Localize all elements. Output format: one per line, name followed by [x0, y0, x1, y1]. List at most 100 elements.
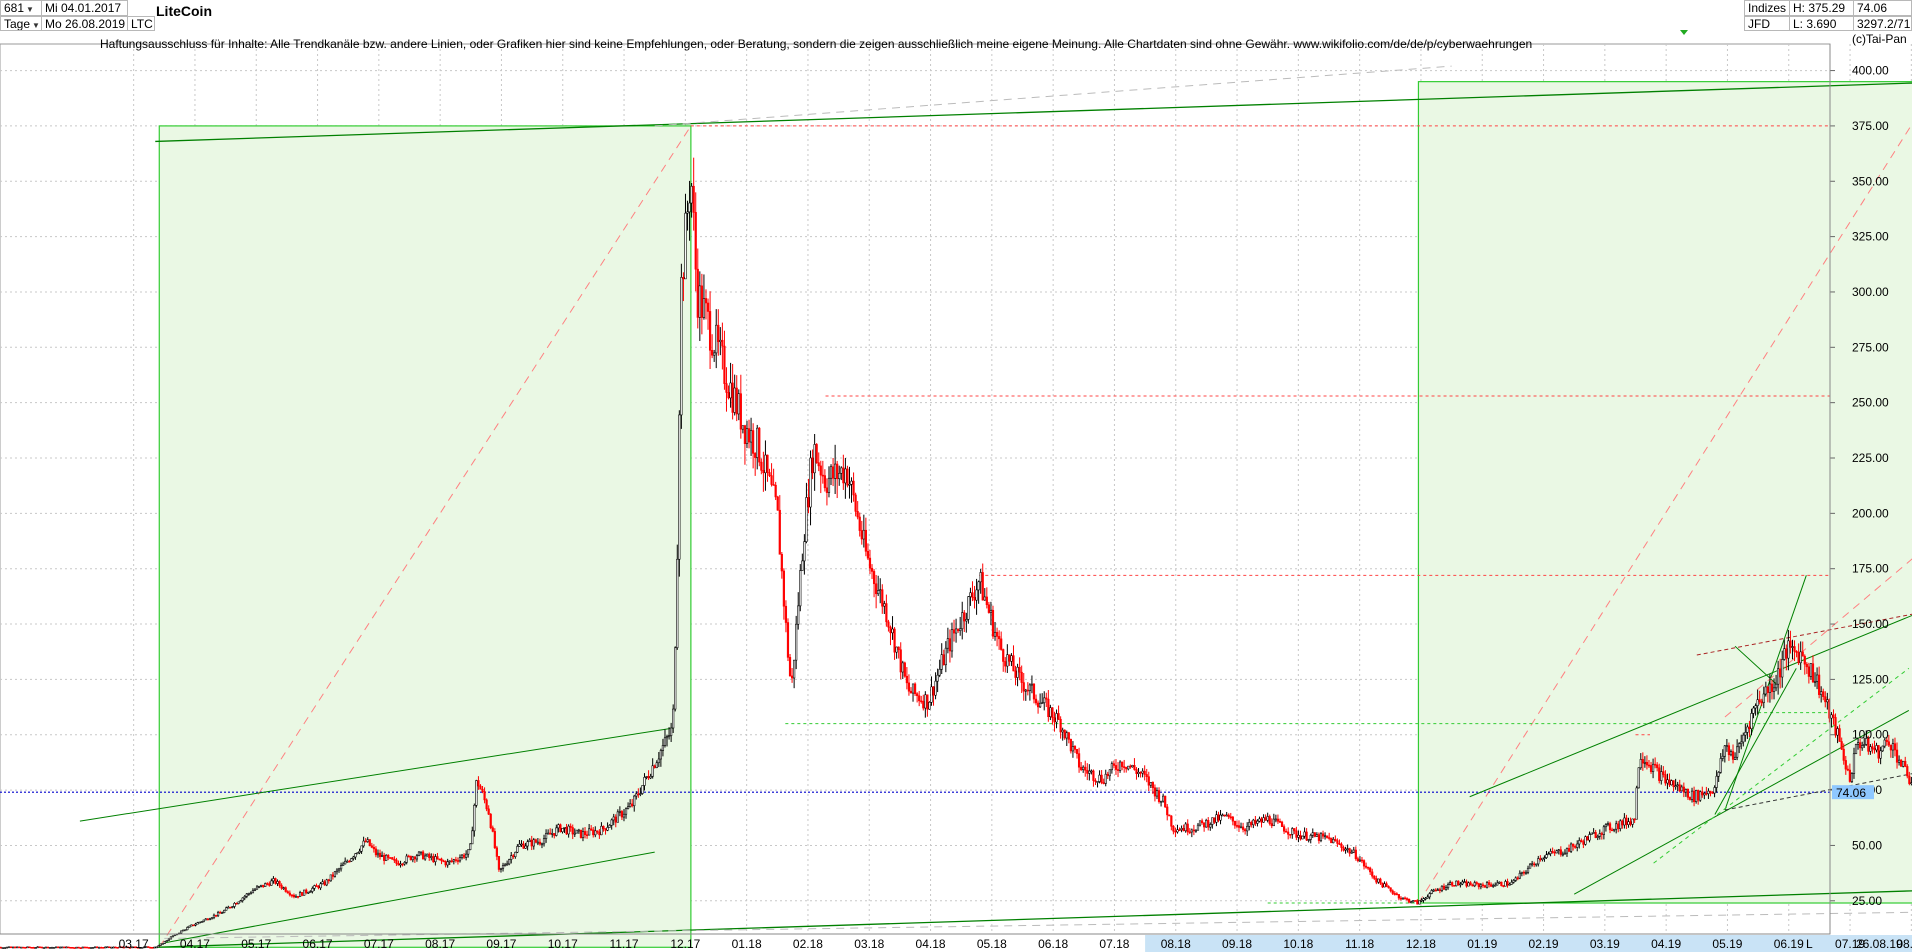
- candle-body: [407, 855, 410, 858]
- end-date[interactable]: Mo 26.08.2019: [41, 16, 128, 31]
- start-date[interactable]: Mi 04.01.2017: [41, 0, 128, 16]
- candle: [842, 454, 845, 490]
- candle: [1180, 825, 1183, 833]
- candle: [1768, 674, 1772, 703]
- candle: [1748, 720, 1751, 738]
- candle: [301, 891, 304, 897]
- candle: [491, 825, 494, 833]
- candle-body: [409, 855, 412, 861]
- candle-body: [1268, 816, 1271, 824]
- candle-body: [385, 854, 388, 861]
- candle: [294, 894, 298, 898]
- candle-body: [1785, 648, 1788, 659]
- candle-body: [374, 848, 378, 856]
- candle: [809, 450, 812, 526]
- candle: [702, 274, 706, 320]
- candle-body: [684, 212, 687, 280]
- brand-label: (c)Tai-Pan: [1852, 32, 1907, 46]
- candle: [1326, 835, 1329, 839]
- candle: [393, 856, 396, 863]
- candle: [87, 947, 91, 949]
- candle: [399, 860, 402, 868]
- candle: [91, 947, 95, 949]
- candle-body: [130, 946, 134, 949]
- candle-body: [852, 480, 855, 496]
- candle-body: [948, 638, 952, 652]
- candle-body: [965, 619, 968, 622]
- candle: [696, 248, 699, 329]
- period-dropdown[interactable]: Tage ▼: [0, 16, 42, 31]
- x-tick-label: 06.17: [303, 937, 333, 951]
- candle: [430, 853, 433, 861]
- candle-body: [360, 845, 363, 852]
- candle-body: [237, 901, 240, 904]
- candle: [827, 466, 831, 498]
- candle: [184, 929, 187, 932]
- candle-body: [803, 541, 806, 562]
- candle-body: [690, 185, 693, 204]
- candle-body: [1752, 707, 1755, 714]
- candle: [350, 857, 353, 862]
- candle: [1241, 822, 1245, 833]
- candle-body: [436, 856, 439, 860]
- candle: [657, 752, 660, 768]
- candle: [1147, 771, 1150, 792]
- candle-body: [715, 324, 718, 354]
- candle-body: [301, 892, 304, 896]
- candle-body: [415, 855, 419, 860]
- candle: [961, 601, 964, 640]
- candle: [1393, 891, 1396, 896]
- candle-body: [877, 590, 880, 595]
- candle-body: [1711, 792, 1714, 794]
- candle-body: [551, 833, 554, 835]
- candle: [1168, 814, 1171, 817]
- count-dropdown[interactable]: 681 ▼: [0, 0, 42, 16]
- candle-body: [1213, 817, 1216, 823]
- candle: [216, 910, 220, 918]
- candle: [1430, 889, 1433, 895]
- candle-body: [165, 940, 168, 942]
- candle-body: [493, 831, 496, 849]
- candle-body: [1524, 871, 1528, 874]
- candle-body: [483, 791, 486, 801]
- candle-body: [885, 603, 888, 623]
- candle: [407, 854, 410, 858]
- candle-body: [1596, 836, 1599, 838]
- candle-body: [1818, 674, 1821, 695]
- candle-body: [1746, 726, 1749, 733]
- candle: [419, 851, 423, 856]
- candle: [1705, 786, 1708, 796]
- candle-body: [817, 462, 820, 467]
- candle: [3, 947, 6, 949]
- candle-body: [137, 946, 140, 949]
- candle: [948, 629, 952, 663]
- candle-body: [1736, 746, 1739, 758]
- bottom-right-date: 26.08.19: [1856, 937, 1903, 951]
- candle-body: [1873, 747, 1876, 751]
- candle-body: [868, 557, 872, 569]
- candle: [1721, 749, 1724, 762]
- candle-body: [266, 883, 269, 885]
- candle-body: [1106, 773, 1109, 777]
- candle: [614, 814, 617, 828]
- candle-body: [1053, 717, 1056, 723]
- candle: [897, 646, 900, 659]
- candle-body: [1004, 661, 1007, 667]
- candle: [331, 872, 334, 880]
- candle-body: [5, 946, 9, 949]
- candle-body: [604, 828, 607, 831]
- candle-body: [87, 947, 91, 949]
- candle-body: [1561, 853, 1564, 856]
- candle: [1824, 691, 1827, 708]
- candle: [1744, 723, 1747, 742]
- candle: [93, 946, 97, 949]
- candle: [776, 495, 779, 511]
- candle-body: [114, 946, 117, 949]
- x-tick-label: 08.17: [425, 937, 455, 951]
- candle-body: [352, 856, 355, 859]
- candle-body: [495, 847, 498, 857]
- candle: [48, 947, 52, 949]
- candle-body: [1863, 744, 1866, 746]
- candle-body: [1282, 826, 1286, 832]
